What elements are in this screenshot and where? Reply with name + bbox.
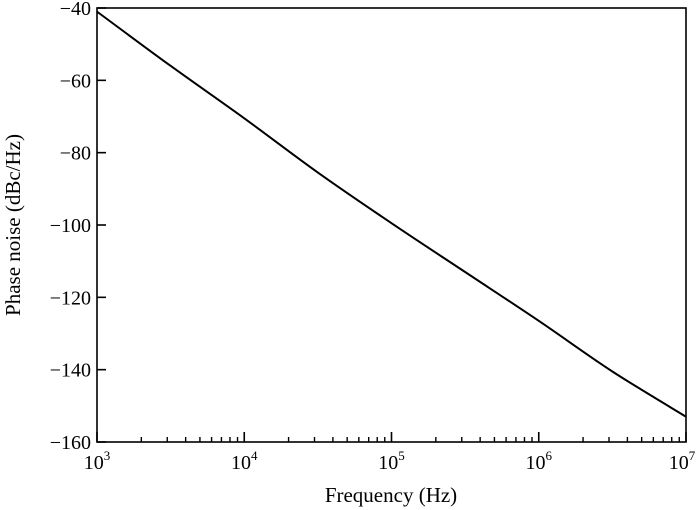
y-axis-label: Phase noise (dBc/Hz) xyxy=(1,134,25,316)
y-tick-label: −160 xyxy=(50,432,91,454)
x-tick-label: 106 xyxy=(526,448,553,474)
y-tick-labels: −40 −60 −80 −100 −120 −140 −160 xyxy=(50,0,91,454)
y-tick-label: −60 xyxy=(60,70,91,92)
y-tick-label: −120 xyxy=(50,287,91,309)
phase-noise-series-line xyxy=(96,10,687,418)
x-tick-label: 105 xyxy=(378,448,405,474)
x-tick-label: 107 xyxy=(669,448,696,474)
x-tick-labels: 103 104 105 106 107 xyxy=(84,448,696,474)
plot-frame xyxy=(96,7,687,443)
y-tick-label: −100 xyxy=(50,215,91,237)
y-tick-label: −80 xyxy=(60,143,91,165)
x-axis-label: Frequency (Hz) xyxy=(325,483,457,507)
axis-major-ticks xyxy=(96,7,687,443)
x-tick-label: 103 xyxy=(84,448,111,474)
y-tick-label: −140 xyxy=(50,360,91,382)
y-tick-label: −40 xyxy=(60,0,91,20)
x-tick-label: 104 xyxy=(231,448,258,474)
x-minor-ticks xyxy=(140,437,680,442)
